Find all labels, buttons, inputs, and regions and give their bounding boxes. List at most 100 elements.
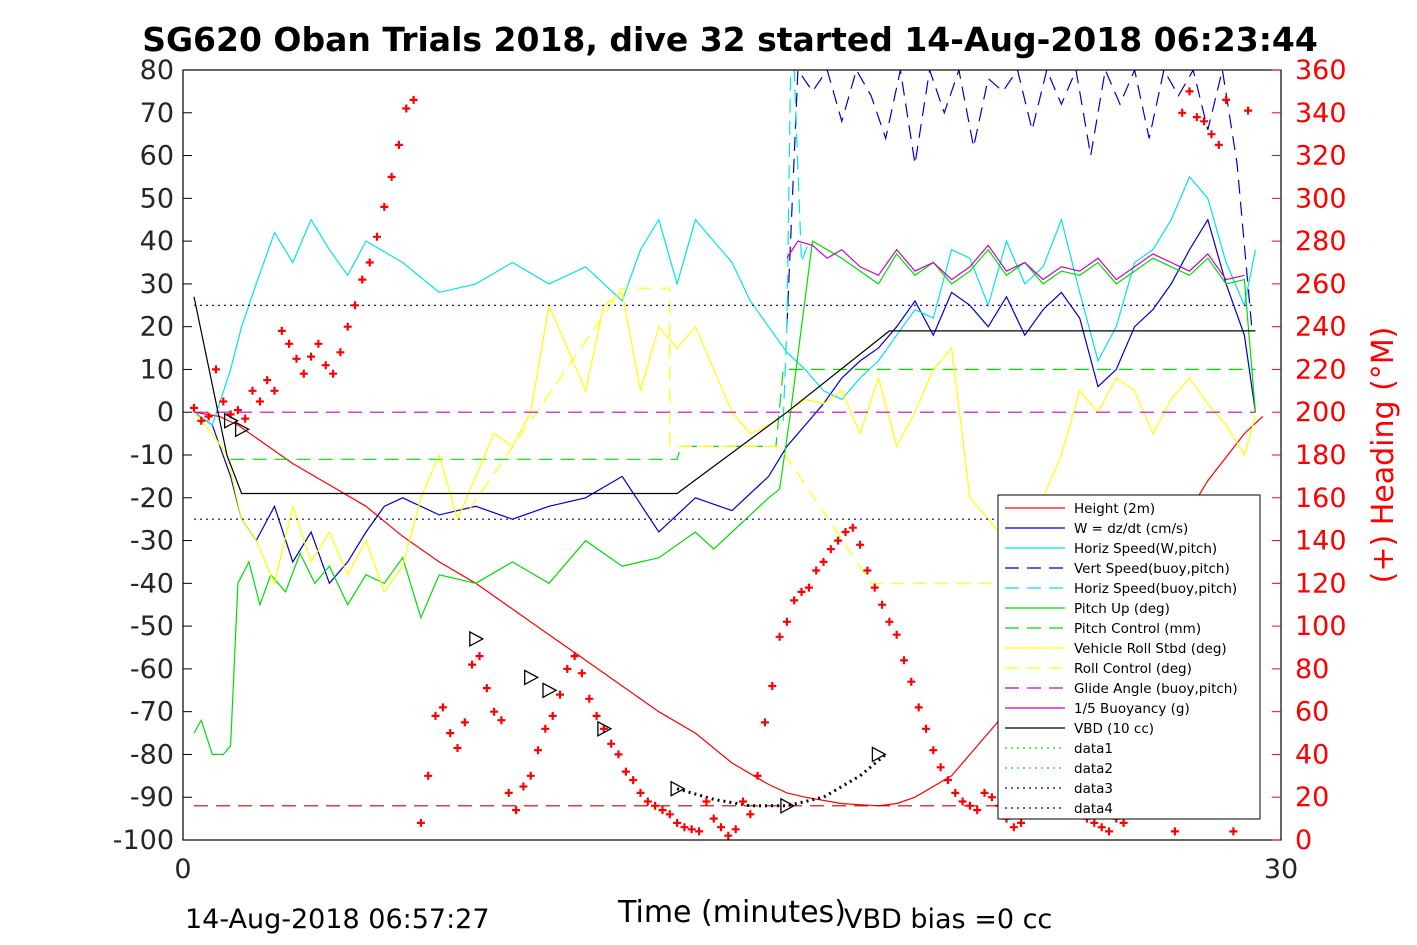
- heading-point: [233, 406, 242, 415]
- heading-point: [255, 397, 264, 406]
- y-tick-label: 60: [140, 141, 174, 172]
- heading-point: [782, 617, 791, 626]
- legend-label: data2: [1074, 761, 1113, 777]
- heading-point: [373, 232, 381, 241]
- heading-point: [775, 632, 784, 641]
- y-tick-label: -20: [130, 483, 174, 514]
- heading-point: [878, 600, 887, 609]
- y-tick-label: -60: [130, 654, 174, 685]
- y-tick-label: 50: [140, 183, 174, 214]
- heading-point: [380, 202, 389, 211]
- heading-point: [907, 677, 916, 686]
- legend-label: Horiz Speed(W,pitch): [1074, 541, 1217, 557]
- heading-point: [607, 739, 616, 748]
- series-line-5: [193, 240, 1256, 756]
- y-tick-label: 40: [140, 226, 174, 257]
- x-axis-label: Time (minutes): [617, 895, 846, 930]
- y-tick-label: 20: [140, 312, 174, 343]
- y-tick-label: -10: [130, 440, 174, 471]
- heading-point: [870, 583, 879, 592]
- heading-point: [914, 703, 923, 712]
- heading-point: [1178, 108, 1187, 117]
- heading-point: [556, 690, 564, 699]
- heading-point: [512, 806, 521, 815]
- heading-point: [387, 172, 396, 181]
- heading-point: [709, 814, 718, 823]
- heading-point: [563, 664, 572, 673]
- heading-point: [424, 771, 433, 780]
- heading-point: [365, 258, 374, 267]
- y-right-tick-label: 80: [1295, 654, 1329, 685]
- heading-point: [819, 557, 828, 566]
- y-right-tick-label: 260: [1295, 269, 1347, 300]
- heading-point: [629, 776, 638, 785]
- heading-point: [922, 724, 930, 733]
- event-marker: [542, 682, 558, 699]
- heading-point: [336, 348, 345, 357]
- heading-point: [285, 339, 294, 348]
- heading-point: [958, 797, 967, 806]
- heading-point: [497, 716, 506, 725]
- legend-label: Vert Speed(buoy,pitch): [1074, 561, 1230, 577]
- legend-label: Pitch Control (mm): [1074, 621, 1201, 637]
- heading-point: [841, 528, 850, 536]
- heading-point: [636, 788, 645, 797]
- heading-point: [416, 818, 425, 827]
- heading-point: [307, 352, 316, 361]
- heading-point: [1090, 818, 1099, 827]
- heading-point: [1105, 827, 1113, 836]
- y-right-tick-label: 20: [1295, 782, 1329, 813]
- series-line-10: [786, 240, 1245, 281]
- heading-point: [614, 750, 623, 759]
- y-right-tick-label: 320: [1295, 141, 1347, 172]
- heading-point: [1185, 87, 1194, 96]
- heading-point: [358, 275, 367, 284]
- heading-point: [241, 414, 250, 423]
- heading-point: [665, 810, 674, 819]
- heading-point: [314, 339, 323, 348]
- series-line-8: [468, 287, 996, 584]
- heading-point: [460, 718, 469, 727]
- heading-point: [717, 823, 725, 832]
- y-tick-label: 30: [140, 269, 174, 300]
- heading-point: [292, 354, 301, 363]
- heading-point: [760, 718, 769, 727]
- heading-point: [695, 827, 704, 836]
- heading-point: [453, 744, 462, 752]
- heading-point: [490, 707, 499, 716]
- y-tick-label: 0: [157, 397, 174, 428]
- x-tick-label: 30: [1264, 854, 1298, 885]
- series-line-7: [193, 291, 1256, 594]
- heading-point: [446, 729, 455, 738]
- legend: Height (2m) W = dz/dt (cm/s) Horiz Speed(W…: [997, 494, 1261, 820]
- heading-point: [431, 711, 440, 720]
- heading-point: [724, 831, 733, 840]
- axes: 80706050403020100-10-20-30-40-50-60-70-8…: [113, 55, 1347, 885]
- legend-label: Pitch Up (deg): [1074, 601, 1170, 617]
- y-right-tick-label: 280: [1295, 226, 1347, 257]
- heading-point: [263, 376, 272, 385]
- y-tick-label: 10: [140, 354, 174, 385]
- y-right-tick-label: 100: [1295, 611, 1347, 642]
- y-tick-label: -100: [113, 825, 174, 856]
- heading-point: [351, 301, 359, 310]
- y-right-tick-label: 120: [1295, 568, 1347, 599]
- legend-label: Vehicle Roll Stbd (deg): [1074, 641, 1227, 657]
- event-marker: [469, 630, 485, 647]
- heading-point: [658, 806, 667, 815]
- y-right-tick-label: 0: [1295, 825, 1312, 856]
- heading-point: [746, 810, 755, 819]
- legend-label: Height (2m): [1074, 501, 1155, 517]
- y-right-tick-label: 60: [1295, 697, 1329, 728]
- heading-point: [526, 771, 535, 780]
- series-line-4: [782, 70, 810, 421]
- heading-point: [402, 104, 411, 113]
- heading-point: [885, 617, 894, 626]
- heading-point: [973, 806, 982, 815]
- heading-point: [570, 652, 579, 661]
- heading-point: [585, 694, 594, 703]
- heading-point: [731, 825, 740, 834]
- heading-point: [468, 660, 477, 669]
- series-line-3: [786, 70, 1253, 327]
- heading-point: [826, 545, 835, 554]
